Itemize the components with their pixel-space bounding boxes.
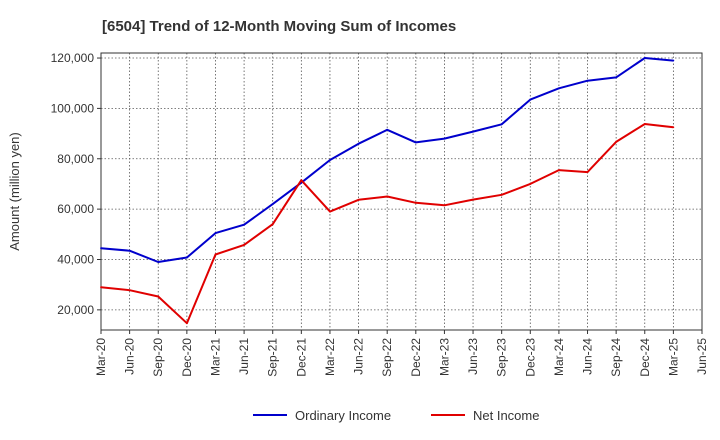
net-income-point: [185, 322, 188, 325]
x-tick-label: Jun-22: [352, 338, 366, 375]
ordinary-income-point: [500, 123, 503, 126]
x-tick-label: Dec-20: [180, 338, 194, 377]
x-tick-label: Mar-24: [552, 338, 566, 376]
y-tick-label: 20,000: [57, 303, 94, 317]
series-lines: [100, 57, 675, 325]
net-income-point: [214, 253, 217, 256]
x-tick-label: Jun-25: [695, 338, 709, 375]
y-tick-label: 60,000: [57, 202, 94, 216]
net-income-point: [128, 289, 131, 292]
chart-title: [6504] Trend of 12-Month Moving Sum of I…: [102, 18, 456, 35]
ordinary-income-point: [558, 87, 560, 90]
x-tick-label: Dec-23: [523, 338, 537, 377]
ordinary-income-point: [185, 256, 188, 259]
ordinary-income-point: [414, 141, 417, 144]
net-income-point: [100, 286, 102, 289]
ordinary-income-point: [100, 247, 102, 250]
x-axis-ticks: Mar-20 Jun-20 Sep-20 Dec-20 Mar-21 Jun-21 Sep-…: [94, 330, 709, 377]
ordinary-income-point: [243, 223, 245, 226]
net-income-point: [529, 183, 532, 185]
ordinary-income-point: [529, 98, 532, 101]
net-income-point: [672, 126, 675, 129]
ordinary-income-point: [357, 142, 360, 145]
net-income-point: [615, 140, 618, 143]
net-income-point: [643, 123, 646, 125]
ordinary-income-point: [329, 159, 331, 161]
plot-frame: [100, 52, 703, 331]
net-income-point: [329, 210, 331, 213]
net-income-point: [558, 169, 560, 171]
y-tick-label: 120,000: [51, 51, 95, 65]
x-tick-label: Mar-21: [208, 338, 222, 376]
x-tick-label: Sep-22: [380, 338, 394, 377]
y-tick-label: 80,000: [57, 152, 94, 166]
ordinary-income-point: [472, 130, 474, 133]
ordinary-income-point: [271, 203, 274, 205]
y-tick-label: 40,000: [57, 252, 94, 266]
x-tick-label: Mar-25: [666, 338, 680, 376]
net-income-point: [586, 171, 589, 174]
x-tick-label: Sep-20: [151, 338, 165, 377]
grid: [101, 53, 702, 330]
net-income-point: [271, 223, 274, 226]
ordinary-income-point: [643, 57, 646, 59]
y-axis-label: Amount (million yen): [7, 132, 22, 251]
ordinary-income-point: [672, 59, 675, 62]
ordinary-income-point: [157, 261, 160, 263]
x-tick-label: Dec-21: [294, 338, 308, 377]
ordinary-income-point: [586, 79, 589, 82]
net-income-point: [386, 195, 389, 198]
net-income-point: [472, 198, 474, 201]
x-tick-label: Jun-23: [466, 338, 480, 375]
ordinary-income-point: [128, 249, 131, 252]
x-tick-label: Jun-21: [237, 338, 251, 375]
x-tick-label: Jun-20: [123, 338, 137, 375]
net-income-point: [243, 243, 245, 246]
net-income-point: [300, 179, 303, 182]
net-income-line: [100, 123, 674, 325]
x-tick-label: Dec-22: [409, 338, 423, 377]
x-tick-label: Sep-21: [266, 338, 280, 377]
legend-label-ordinary-income: Ordinary Income: [295, 408, 391, 423]
legend: Ordinary Income Net Income: [253, 408, 539, 423]
net-income-point: [157, 295, 160, 298]
legend-label-net-income: Net Income: [473, 408, 539, 423]
net-income-point: [500, 193, 503, 196]
net-income-point: [443, 204, 446, 207]
ordinary-income-point: [386, 128, 389, 131]
net-income-point: [357, 198, 360, 201]
x-tick-label: Mar-23: [437, 338, 451, 376]
x-tick-label: Sep-24: [609, 338, 623, 377]
y-tick-label: 100,000: [51, 101, 95, 115]
x-tick-label: Dec-24: [638, 338, 652, 377]
ordinary-income-point: [615, 76, 618, 79]
x-tick-label: Mar-22: [323, 338, 337, 376]
net-income-point: [414, 201, 417, 204]
x-tick-label: Mar-20: [94, 338, 108, 376]
ordinary-income-point: [443, 137, 446, 140]
x-tick-label: Sep-23: [495, 338, 509, 377]
ordinary-income-point: [214, 232, 217, 234]
y-axis-ticks: 20,000 40,000 60,000 80,000 100,000 120,000: [51, 51, 101, 317]
x-tick-label: Jun-24: [581, 338, 595, 375]
